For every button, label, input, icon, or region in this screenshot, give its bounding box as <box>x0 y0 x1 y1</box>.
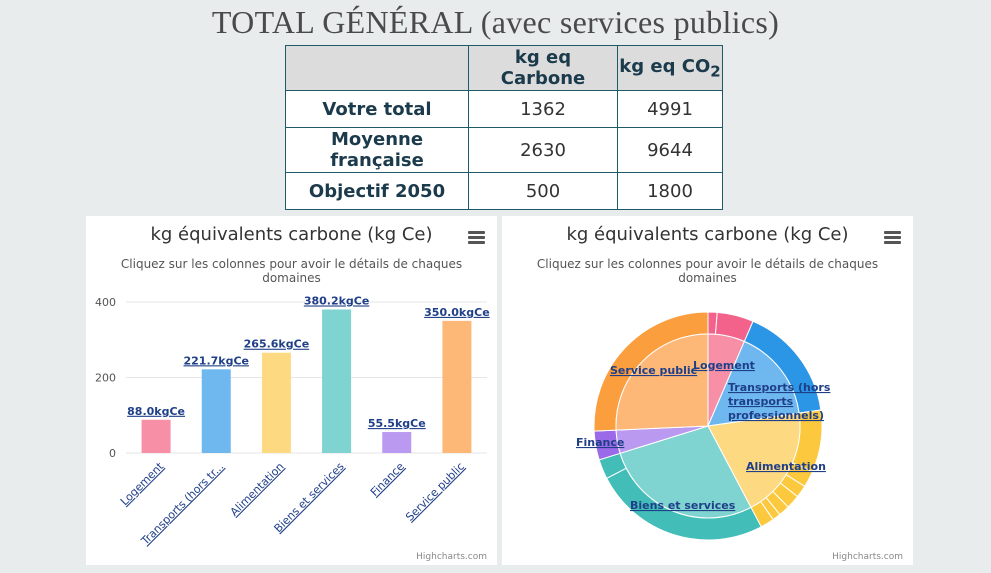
pie-chart: Logement Transports (hors transports profes… <box>576 311 831 541</box>
bar[interactable] <box>141 419 171 453</box>
chart-menu-icon[interactable] <box>468 231 485 245</box>
column-header-carbone: kg eq Carbone <box>468 45 618 91</box>
pie-slice[interactable] <box>619 425 752 519</box>
bar[interactable] <box>201 369 231 453</box>
table-row: Votre total 1362 4991 <box>285 90 723 128</box>
slice-label-line: Transports (hors <box>728 381 831 394</box>
slice-label-line: professionnels) <box>728 409 824 422</box>
slice-label[interactable]: Logement <box>693 359 755 372</box>
table-header-row: kg eq Carbone kg eq CO2 <box>285 45 723 91</box>
pie-slice[interactable] <box>707 412 801 509</box>
column-header-co2: kg eq CO2 <box>617 45 723 91</box>
y-tick-label: 0 <box>109 447 116 460</box>
bar[interactable] <box>261 352 291 453</box>
row-label: Moyenne française <box>285 127 469 173</box>
bar[interactable] <box>382 432 412 453</box>
cell-carbone: 500 <box>468 172 618 210</box>
pie-slice[interactable] <box>615 333 709 431</box>
chart-credits[interactable]: Highcharts.com <box>832 552 903 562</box>
chart-subtitle: Cliquez sur les colonnes pour avoir le d… <box>536 257 879 285</box>
cell-co2: 4991 <box>617 90 723 128</box>
slice-label[interactable]: Transports (hors transports professionnels… <box>728 381 831 422</box>
y-tick-label: 200 <box>95 372 116 385</box>
data-label[interactable]: 55.5kgCe <box>368 417 426 430</box>
slice-label-line: transports <box>728 395 794 408</box>
slice-label[interactable]: Finance <box>576 436 624 449</box>
cell-co2: 1800 <box>617 172 723 210</box>
pie-slice[interactable] <box>707 340 800 427</box>
data-label[interactable]: 265.6kgCe <box>244 338 310 351</box>
chart-credits[interactable]: Highcharts.com <box>416 552 487 562</box>
chart-menu-icon[interactable] <box>884 231 901 245</box>
row-label: Objectif 2050 <box>285 172 469 210</box>
cell-co2: 9644 <box>617 127 723 173</box>
bar-chart: 020040088.0kgCeLogement221.7kgCeTranspor… <box>95 294 490 548</box>
table-corner-header <box>285 45 469 91</box>
x-category-label[interactable]: Finance <box>368 460 407 499</box>
bar[interactable] <box>442 320 472 453</box>
x-category-label[interactable]: Alimentation <box>228 460 287 519</box>
chart-title: kg équivalents carbone (kg Ce) <box>150 224 433 245</box>
row-label: Votre total <box>285 90 469 128</box>
cell-carbone: 1362 <box>468 90 618 128</box>
x-category-label[interactable]: Logement <box>118 459 167 508</box>
table-row: Objectif 2050 500 1800 <box>285 172 723 210</box>
chart-title: kg équivalents carbone (kg Ce) <box>566 224 849 245</box>
chart-subtitle: Cliquez sur les colonnes pour avoir le d… <box>120 257 463 285</box>
data-label[interactable]: 350.0kgCe <box>424 306 490 319</box>
pie-chart-panel: kg équivalents carbone (kg Ce) Cliquez s… <box>502 216 913 565</box>
data-label[interactable]: 221.7kgCe <box>183 354 249 367</box>
co2-label: kg eq CO <box>619 55 711 77</box>
co2-subscript: 2 <box>710 62 721 81</box>
bar-chart-panel: kg équivalents carbone (kg Ce) Cliquez s… <box>86 216 497 565</box>
slice-label[interactable]: Biens et services <box>630 499 736 512</box>
page-title: TOTAL GÉNÉRAL (avec services publics) <box>211 4 780 40</box>
data-label[interactable]: 380.2kgCe <box>304 294 370 307</box>
bar[interactable] <box>322 309 352 453</box>
cell-carbone: 2630 <box>468 127 618 173</box>
totals-table: kg eq Carbone kg eq CO2 Votre total 1362… <box>285 45 723 210</box>
y-tick-label: 400 <box>95 296 116 309</box>
slice-label[interactable]: Service public <box>610 364 697 377</box>
x-category-label[interactable]: Service public <box>403 460 467 524</box>
data-label[interactable]: 88.0kgCe <box>127 405 185 418</box>
slice-label[interactable]: Alimentation <box>746 460 826 473</box>
table-row: Moyenne française 2630 9644 <box>285 127 723 173</box>
